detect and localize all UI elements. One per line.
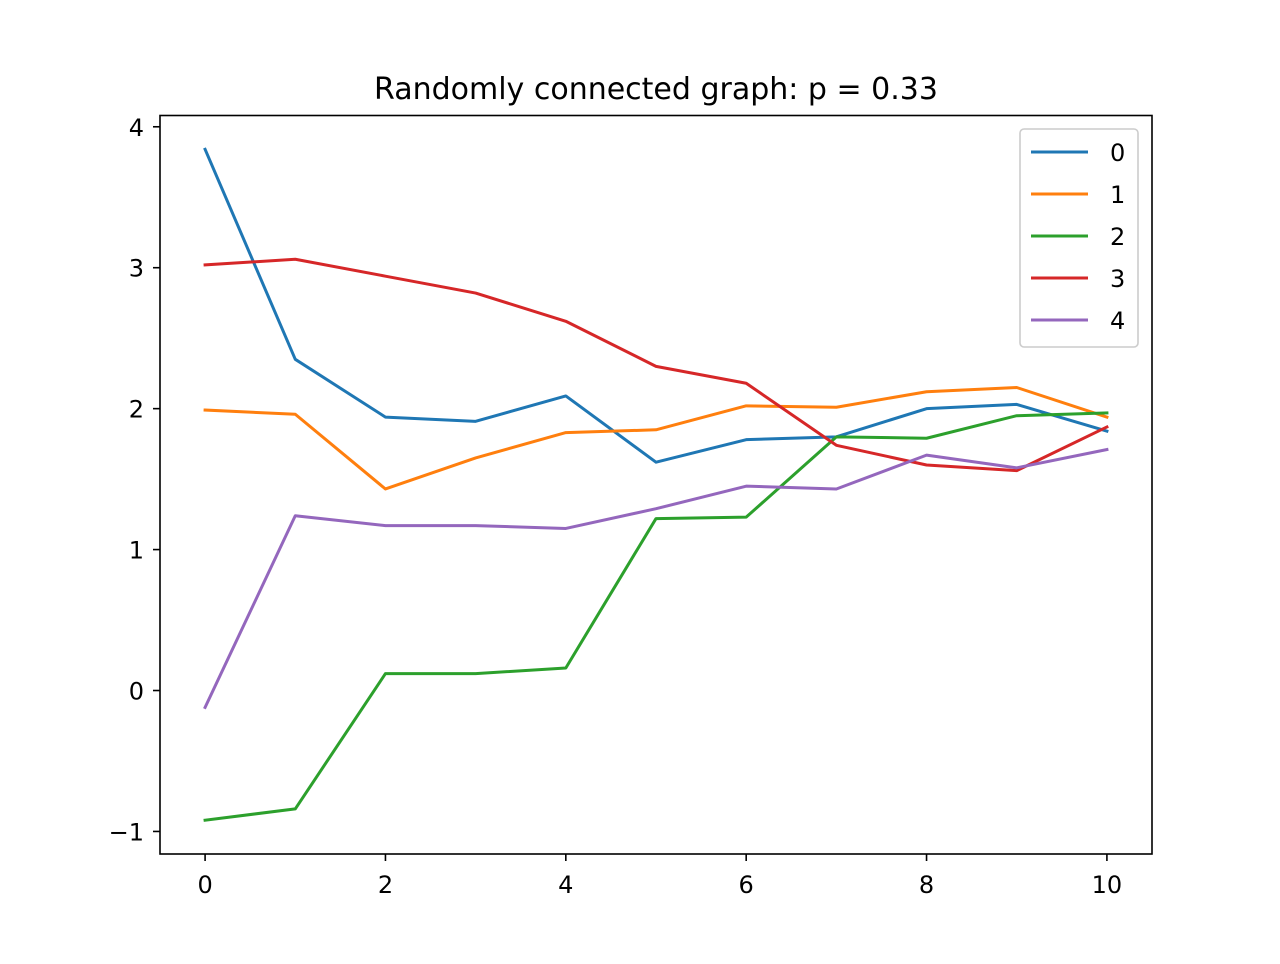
x-tick-label: 0 [197, 871, 212, 899]
series-line-3 [203, 257, 1109, 473]
x-tick-label: 2 [378, 871, 393, 899]
x-tick-label: 6 [739, 871, 754, 899]
legend-label-4: 4 [1110, 307, 1125, 335]
legend-label-2: 2 [1110, 223, 1125, 251]
legend-label-3: 3 [1110, 265, 1125, 293]
x-tick-label: 8 [919, 871, 934, 899]
legend-label-0: 0 [1110, 139, 1125, 167]
legend: 0 1 2 3 4 [1019, 128, 1139, 348]
series-line-4 [203, 447, 1109, 710]
x-tick-label: 4 [558, 871, 573, 899]
y-tick-label: 4 [129, 114, 144, 142]
series-layer [203, 147, 1109, 822]
y-tick-label: 1 [129, 537, 144, 565]
y-tick-label: 0 [129, 678, 144, 706]
plot-area-frame [159, 114, 1153, 855]
y-tick-label: 3 [129, 255, 144, 283]
chart-title: Randomly connected graph: p = 0.33 [374, 72, 938, 107]
y-tick-label: −1 [109, 818, 144, 846]
series-line-1 [203, 386, 1109, 491]
legend-box [1019, 128, 1139, 348]
y-tick-label: 2 [129, 396, 144, 424]
legend-label-1: 1 [1110, 181, 1125, 209]
series-line-0 [203, 147, 1109, 464]
series-line-2 [203, 411, 1109, 822]
x-tick-label: 10 [1092, 871, 1123, 899]
